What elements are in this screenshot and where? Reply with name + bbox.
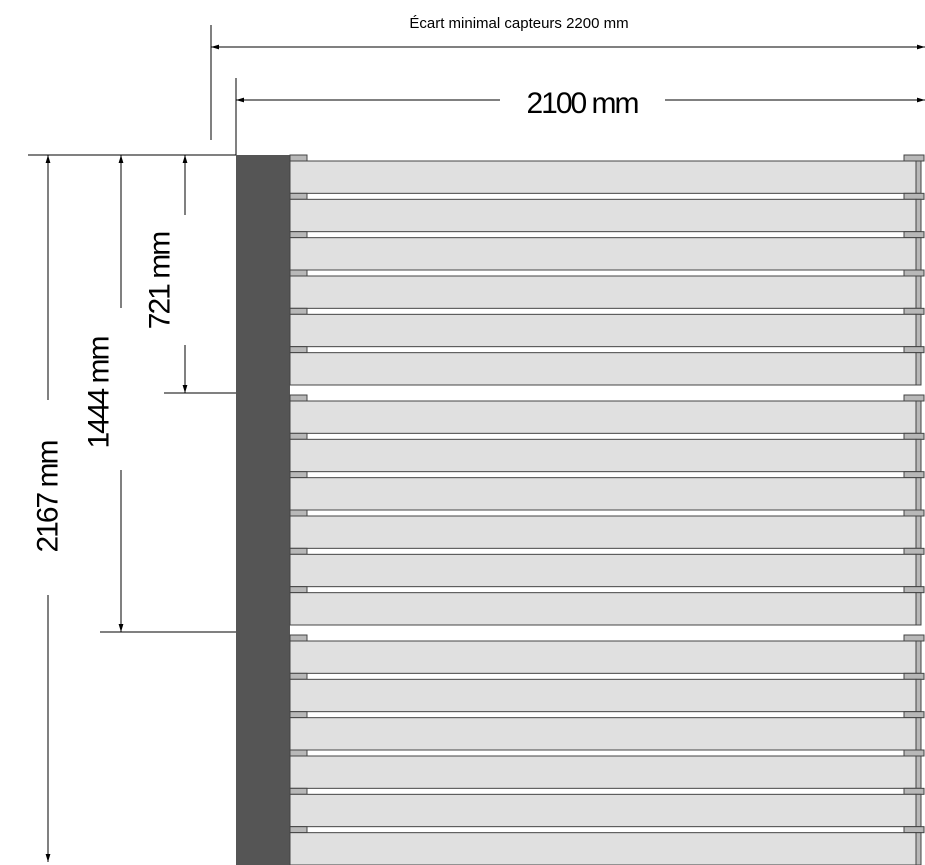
tube-clip-right [903,432,925,440]
min-spacing-dimension: Écart minimal capteurs 2200 mm [210,15,925,140]
vacuum-tube [289,717,917,751]
tube-clip-right [903,787,925,795]
vacuum-tube [289,438,917,473]
tube-clip-left [289,826,308,834]
vacuum-tube [289,198,917,233]
tube-end-support [915,793,922,828]
tube-clip-left [289,586,308,594]
tube-end-support [915,553,922,588]
tube-end-support [915,313,922,348]
tube-end-support [915,438,922,473]
tube-clip-left [289,672,308,680]
vacuum-tube [289,313,917,348]
height-full-dimension: 2167 mm [28,154,236,862]
vacuum-tube [289,832,917,865]
tube-clip-left [289,711,308,719]
tube-clip-right [903,711,925,719]
tube-end-support [915,678,922,713]
vacuum-tube [289,515,917,549]
tube-clip-left [289,346,308,354]
tube-end-support [915,717,922,751]
tube-clip-left [289,471,308,479]
tube-clip-left [289,269,308,277]
tube-clip-right [903,672,925,680]
vacuum-tube [289,592,917,626]
height-full-label: 2167 mm [32,440,65,552]
vacuum-tube [289,678,917,713]
tube-end-support [915,198,922,233]
height-two-thirds-label: 1444 mm [83,336,116,448]
tube-clip-right [903,394,925,402]
tube-clip-left [289,547,308,555]
tube-end-support [915,352,922,386]
tube-end-support [915,755,922,789]
collector-manifold [236,155,290,865]
tube-clip-left [289,509,308,517]
tube-end-support [915,832,922,865]
tube-clip-left [289,394,308,402]
tube-clip-left [289,231,308,239]
tube-clip-right [903,547,925,555]
vacuum-tube [289,640,917,674]
vacuum-tube [289,553,917,588]
tube-clip-right [903,826,925,834]
tube-clip-right [903,231,925,239]
width-dimension: 2100 mm [235,78,925,155]
tube-end-support [915,237,922,271]
vacuum-tube [289,477,917,511]
tube-clip-left [289,787,308,795]
height-two-thirds-dimension: 1444 mm [83,155,290,633]
vacuum-tube [289,275,917,309]
tube-clip-left [289,192,308,200]
tube-clip-right [903,346,925,354]
tube-clip-right [903,154,925,162]
height-one-third-label: 721 mm [144,232,177,329]
tube-end-support [915,592,922,626]
tube-end-support [915,275,922,309]
tube-clip-right [903,586,925,594]
tube-clip-left [289,432,308,440]
tube-end-support [915,515,922,549]
tube-end-support [915,160,922,194]
tube-clip-left [289,154,308,162]
tube-clip-right [903,471,925,479]
vacuum-tubes [289,154,925,865]
tube-clip-right [903,634,925,642]
vacuum-tube [289,352,917,386]
tube-clip-left [289,307,308,315]
vacuum-tube [289,237,917,271]
tube-clip-right [903,509,925,517]
solar-collector [236,154,925,865]
tube-end-support [915,400,922,434]
vacuum-tube [289,400,917,434]
vacuum-tube [289,755,917,789]
tube-clip-right [903,307,925,315]
tube-clip-left [289,749,308,757]
min-spacing-label: Écart minimal capteurs 2200 mm [409,15,628,32]
tube-end-support [915,640,922,674]
tube-clip-right [903,269,925,277]
tube-clip-right [903,749,925,757]
vacuum-tube [289,793,917,828]
tube-clip-right [903,192,925,200]
tube-clip-left [289,634,308,642]
vacuum-tube [289,160,917,194]
tube-end-support [915,477,922,511]
width-label: 2100 mm [526,87,638,120]
